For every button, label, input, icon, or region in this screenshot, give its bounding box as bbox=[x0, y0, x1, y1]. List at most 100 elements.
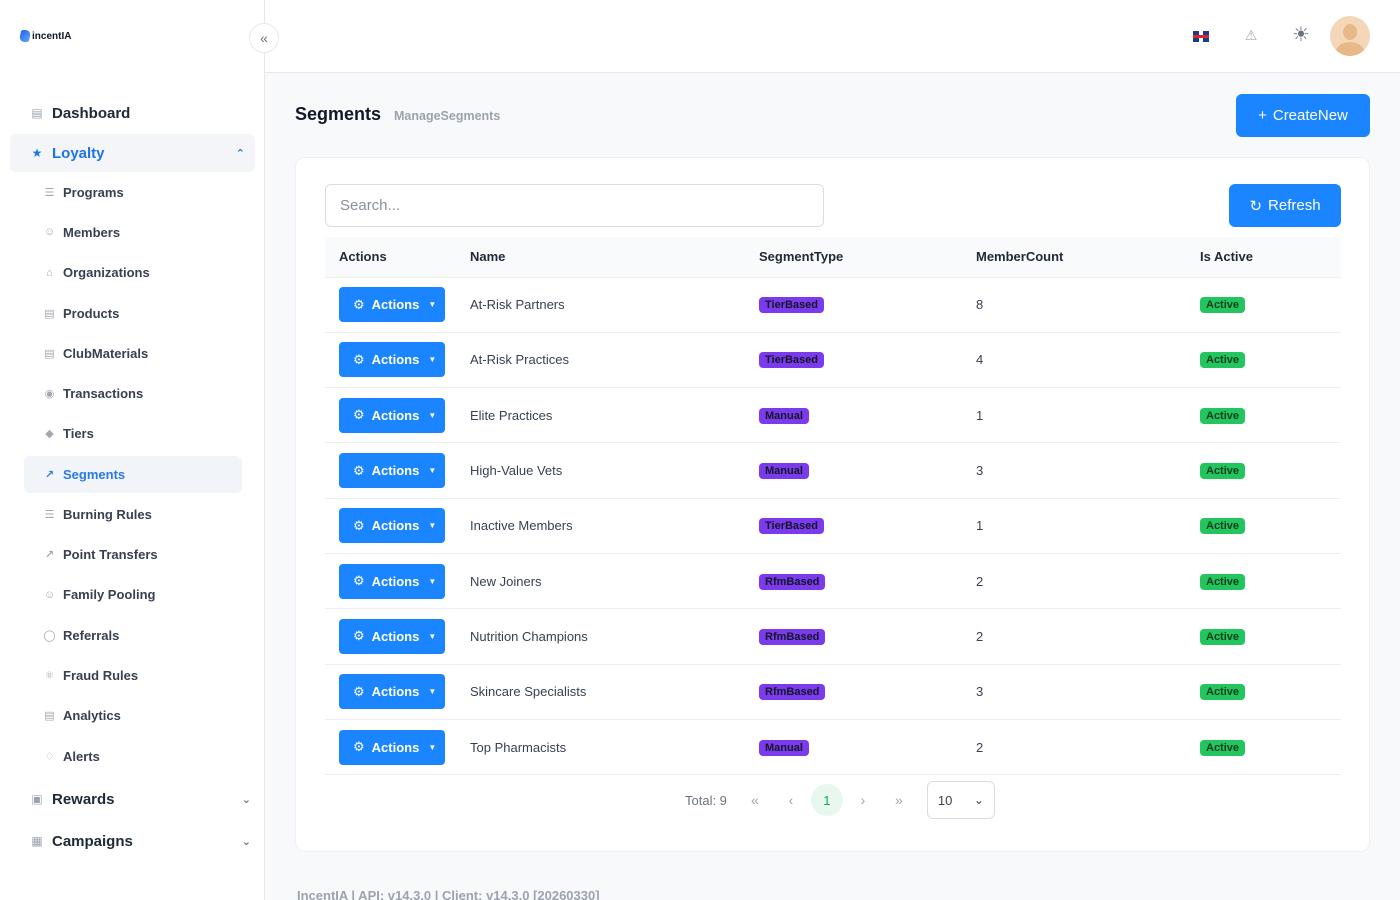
actions-label: Actions bbox=[371, 628, 420, 644]
last-page-icon[interactable]: » bbox=[895, 792, 903, 808]
sidebar-group-campaigns[interactable]: ▦ Campaigns ⌄ bbox=[0, 820, 264, 862]
sidebar-group-rewards[interactable]: ▣ Rewards ⌄ bbox=[0, 778, 264, 820]
create-new-label: CreateNew bbox=[1272, 107, 1348, 124]
refresh-button[interactable]: ↻ Refresh bbox=[1229, 184, 1341, 227]
sidebar-item-family-pooling[interactable]: ☺ Family Pooling bbox=[0, 575, 264, 615]
sidebar-item-members[interactable]: ☺ Members bbox=[0, 212, 264, 252]
sidebar-item-referrals[interactable]: ◯ Referrals bbox=[0, 615, 264, 655]
segment-type-cell: Manual bbox=[745, 719, 962, 774]
sidebar-group-loyalty[interactable]: ★ Loyalty ⌃ bbox=[10, 134, 255, 172]
sidebar-item-segments[interactable]: ↗ Segments bbox=[24, 456, 242, 494]
notifications-bell-icon[interactable]: ⚠ bbox=[1244, 27, 1258, 43]
sidebar-item-burning-rules[interactable]: ☰ Burning Rules bbox=[0, 494, 264, 534]
sidebar-item-label: Tiers bbox=[63, 426, 94, 442]
segment-name: At-Risk Partners bbox=[470, 297, 565, 313]
segment-name: Skincare Specialists bbox=[470, 684, 587, 700]
actions-label: Actions bbox=[371, 684, 420, 700]
sidebar-item-organizations[interactable]: ⌂ Organizations bbox=[0, 253, 264, 293]
sidebar-nav: ▤ Dashboard ★ Loyalty ⌃ ☰ Programs ☺ Member… bbox=[0, 92, 264, 862]
brand-logo[interactable]: incentIA bbox=[18, 16, 80, 56]
actions-cell: ⚙ Actions ▼ bbox=[325, 443, 456, 498]
actions-dropdown-button[interactable]: ⚙ Actions ▼ bbox=[339, 729, 445, 765]
caret-down-icon: ▼ bbox=[428, 300, 437, 310]
gear-icon: ⚙ bbox=[353, 517, 365, 533]
gear-icon: ⚙ bbox=[353, 407, 365, 423]
list-icon: ☰ bbox=[44, 508, 55, 521]
actions-dropdown-button[interactable]: ⚙ Actions ▼ bbox=[339, 453, 445, 489]
actions-dropdown-button[interactable]: ⚙ Actions ▼ bbox=[339, 674, 445, 710]
actions-dropdown-button[interactable]: ⚙ Actions ▼ bbox=[339, 287, 445, 323]
table-row: ⚙ Actions ▼ Nutrition Champions RfmBased 2 Act… bbox=[325, 609, 1341, 665]
actions-dropdown-button[interactable]: ⚙ Actions ▼ bbox=[339, 618, 445, 654]
create-new-button[interactable]: + CreateNew bbox=[1236, 94, 1370, 137]
sidebar-item-analytics[interactable]: ▤ Analytics bbox=[0, 696, 264, 736]
sidebar-item-tiers[interactable]: ◆ Tiers bbox=[0, 414, 264, 454]
column-header-name[interactable]: Name bbox=[456, 237, 745, 278]
actions-dropdown-button[interactable]: ⚙ Actions ▼ bbox=[339, 342, 445, 378]
actions-cell: ⚙ Actions ▼ bbox=[325, 719, 456, 774]
member-count: 3 bbox=[976, 684, 984, 700]
status-badge: Active bbox=[1200, 573, 1246, 590]
segment-type-badge: TierBased bbox=[759, 518, 824, 535]
actions-dropdown-button[interactable]: ⚙ Actions ▼ bbox=[339, 508, 445, 544]
page-size-select[interactable]: 10 ⌄ bbox=[926, 781, 995, 819]
layers-icon: ◆ bbox=[45, 428, 54, 441]
page-subtitle: ManageSegments bbox=[394, 109, 501, 123]
sidebar-item-label: Alerts bbox=[63, 748, 100, 764]
theme-sun-icon[interactable]: ☀ bbox=[1292, 24, 1310, 46]
gear-icon: ⚙ bbox=[353, 462, 365, 478]
actions-cell: ⚙ Actions ▼ bbox=[325, 277, 456, 332]
page-size-value: 10 bbox=[937, 792, 953, 808]
document-icon: ▤ bbox=[44, 347, 55, 360]
sidebar-item-label: Point Transfers bbox=[63, 547, 158, 563]
avatar[interactable] bbox=[1330, 16, 1370, 56]
table-row: ⚙ Actions ▼ At-Risk Partners TierBased 8 Activ… bbox=[325, 277, 1341, 333]
segment-type-cell: TierBased bbox=[745, 332, 962, 387]
segment-type-badge: Manual bbox=[759, 739, 809, 756]
actions-label: Actions bbox=[371, 463, 420, 479]
sidebar-item-point-transfers[interactable]: ↗ Point Transfers bbox=[0, 534, 264, 574]
shield-icon: ⚛ bbox=[44, 669, 55, 682]
actions-dropdown-button[interactable]: ⚙ Actions ▼ bbox=[339, 397, 445, 433]
column-header-member-count[interactable]: MemberCount bbox=[962, 237, 1186, 278]
prev-page-icon[interactable]: ‹ bbox=[788, 792, 794, 808]
actions-dropdown-button[interactable]: ⚙ Actions ▼ bbox=[339, 563, 445, 599]
segment-type-cell: RfmBased bbox=[745, 609, 962, 664]
page-number-button[interactable]: 1 bbox=[810, 784, 843, 816]
search-input[interactable] bbox=[325, 184, 824, 227]
sidebar-item-clubmaterials[interactable]: ▤ ClubMaterials bbox=[0, 333, 264, 373]
sidebar-item-products[interactable]: ▤ Products bbox=[0, 293, 264, 333]
total-count: Total: 9 bbox=[685, 792, 727, 808]
sidebar-item-label: Analytics bbox=[63, 708, 121, 724]
sidebar-item-programs[interactable]: ☰ Programs bbox=[0, 172, 264, 212]
segments-table: Actions Name SegmentType MemberCount Is … bbox=[325, 237, 1341, 775]
sidebar-item-label: Products bbox=[63, 305, 120, 321]
next-page-icon[interactable]: › bbox=[860, 792, 866, 808]
segment-type-badge: RfmBased bbox=[759, 684, 826, 701]
sidebar-item-label: Segments bbox=[63, 467, 126, 483]
first-page-icon[interactable]: « bbox=[751, 792, 759, 808]
table-row: ⚙ Actions ▼ Inactive Members TierBased 1 Activ… bbox=[325, 498, 1341, 554]
column-header-is-active[interactable]: Is Active bbox=[1186, 237, 1341, 278]
status-cell: Active bbox=[1186, 498, 1341, 553]
gear-icon: ⚙ bbox=[353, 296, 365, 312]
collapse-sidebar-button[interactable]: « bbox=[249, 23, 279, 53]
segment-name: New Joiners bbox=[470, 573, 542, 589]
sidebar-item-dashboard[interactable]: ▤ Dashboard bbox=[0, 92, 264, 134]
star-icon: ★ bbox=[31, 146, 43, 160]
segment-type-badge: TierBased bbox=[759, 352, 824, 369]
home-icon: ⌂ bbox=[46, 266, 53, 279]
column-header-actions[interactable]: Actions bbox=[325, 237, 456, 278]
caret-down-icon: ▼ bbox=[428, 466, 437, 476]
uk-flag-icon[interactable] bbox=[1193, 31, 1209, 42]
sidebar-item-fraud-rules[interactable]: ⚛ Fraud Rules bbox=[0, 655, 264, 695]
chevron-down-icon: ⌄ bbox=[241, 835, 251, 848]
actions-label: Actions bbox=[371, 739, 420, 755]
segment-name: Inactive Members bbox=[470, 518, 573, 534]
share-icon: ◯ bbox=[43, 629, 56, 642]
column-header-segment-type[interactable]: SegmentType bbox=[745, 237, 962, 278]
sidebar-item-alerts[interactable]: ♢ Alerts bbox=[0, 736, 264, 776]
sidebar-item-transactions[interactable]: ◉ Transactions bbox=[0, 373, 264, 413]
segment-name: Nutrition Champions bbox=[470, 628, 588, 644]
gift-icon: ▣ bbox=[31, 792, 43, 807]
